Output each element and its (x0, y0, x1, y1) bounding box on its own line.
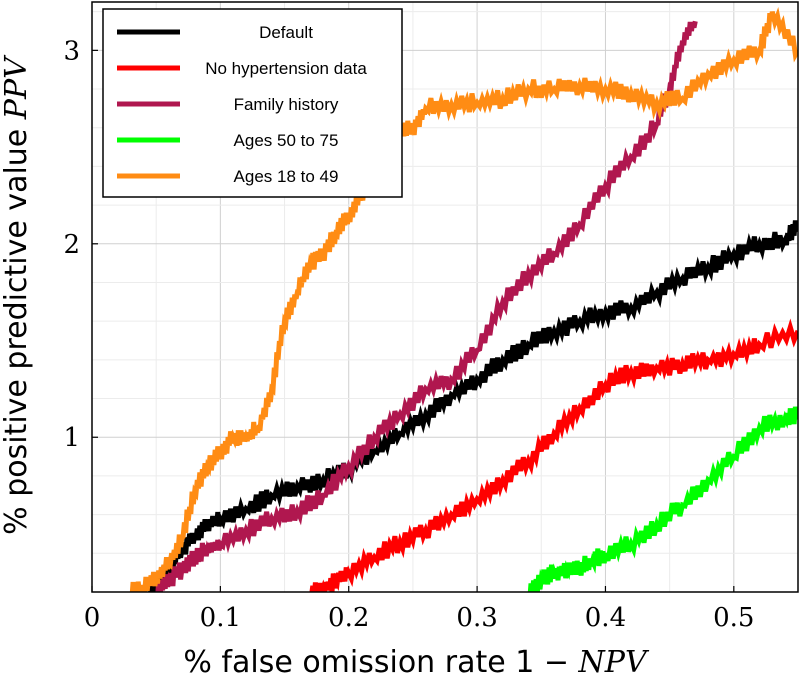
x-axis-label: % false omission rate 1 − NPV (183, 645, 650, 680)
legend-label: Default (259, 23, 313, 42)
series-line-2 (309, 318, 798, 592)
x-tick-label: 0.5 (713, 603, 754, 633)
legend-label: Ages 50 to 75 (234, 131, 339, 150)
series-line-1 (148, 220, 798, 592)
legend: Default No hypertension data Family histor… (102, 8, 403, 198)
x-tick-label: 0.3 (456, 603, 497, 633)
x-tick-label: 0.4 (585, 603, 626, 633)
x-tick-label: 0.2 (328, 603, 369, 633)
ticks: 0 0.1 0.2 0.3 0.4 0.5 1 2 3 (63, 36, 754, 633)
legend-label: Family history (234, 95, 339, 114)
x-tick-label: 0.1 (200, 603, 241, 633)
y-tick-label: 3 (63, 36, 80, 66)
legend-label: No hypertension data (205, 59, 367, 78)
plot-frame (91, 1, 799, 593)
series-line-3 (155, 20, 698, 592)
x-tick-label: 0 (84, 603, 101, 633)
series-line-4 (527, 406, 798, 592)
y-axis-label: % positive predictive value PPV (0, 54, 34, 535)
y-tick-label: 1 (63, 423, 80, 453)
y-tick-label: 2 (63, 230, 80, 260)
legend-label: Ages 18 to 49 (234, 167, 339, 186)
